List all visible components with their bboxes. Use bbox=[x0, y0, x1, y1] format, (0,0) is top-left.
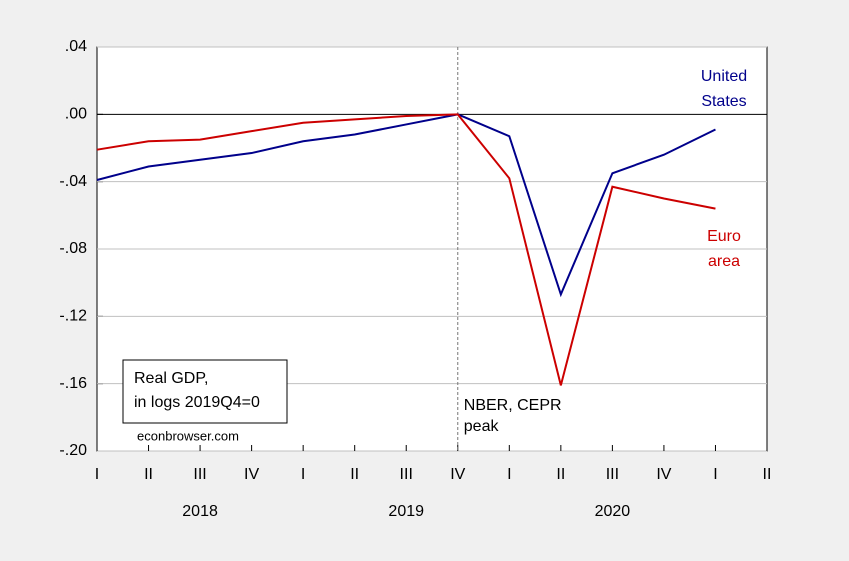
y-tick-label: .00 bbox=[65, 106, 87, 123]
series-label: United bbox=[701, 68, 747, 85]
y-tick-label: -.16 bbox=[59, 375, 87, 392]
note-box bbox=[122, 359, 288, 424]
y-tick-label: -.08 bbox=[59, 240, 87, 257]
y-tick-label: -.20 bbox=[59, 442, 87, 459]
year-label: 2018 bbox=[182, 503, 218, 520]
x-tick-label: I bbox=[507, 466, 511, 483]
x-tick-label: II bbox=[763, 466, 772, 483]
y-tick-label: .04 bbox=[65, 38, 87, 55]
x-tick-label: II bbox=[144, 466, 153, 483]
series-label: Euro bbox=[707, 228, 741, 245]
x-tick-label: I bbox=[95, 466, 99, 483]
series-label: States bbox=[701, 93, 746, 110]
peak-annotation: peak bbox=[464, 418, 500, 435]
x-tick-label: III bbox=[606, 466, 619, 483]
note-text: Real GDP, bbox=[134, 370, 208, 387]
series-line bbox=[96, 113, 716, 298]
series-label: area bbox=[708, 253, 740, 270]
x-tick-label: I bbox=[301, 466, 305, 483]
x-tick-label: IV bbox=[450, 466, 465, 483]
y-tick-label: -.04 bbox=[59, 173, 87, 190]
peak-annotation: NBER, CEPR bbox=[464, 397, 562, 414]
year-label: 2019 bbox=[388, 503, 424, 520]
x-tick-label: III bbox=[193, 466, 206, 483]
y-tick-label: -.12 bbox=[59, 308, 87, 325]
note-text: in logs 2019Q4=0 bbox=[134, 394, 260, 411]
source: econbrowser.com bbox=[137, 428, 239, 443]
x-tick-label: IV bbox=[656, 466, 671, 483]
year-label: 2020 bbox=[595, 503, 631, 520]
x-tick-label: II bbox=[556, 466, 565, 483]
x-tick-label: I bbox=[713, 466, 717, 483]
series-line bbox=[96, 113, 716, 386]
x-tick-label: III bbox=[400, 466, 413, 483]
x-tick-label: IV bbox=[244, 466, 259, 483]
x-tick-label: II bbox=[350, 466, 359, 483]
